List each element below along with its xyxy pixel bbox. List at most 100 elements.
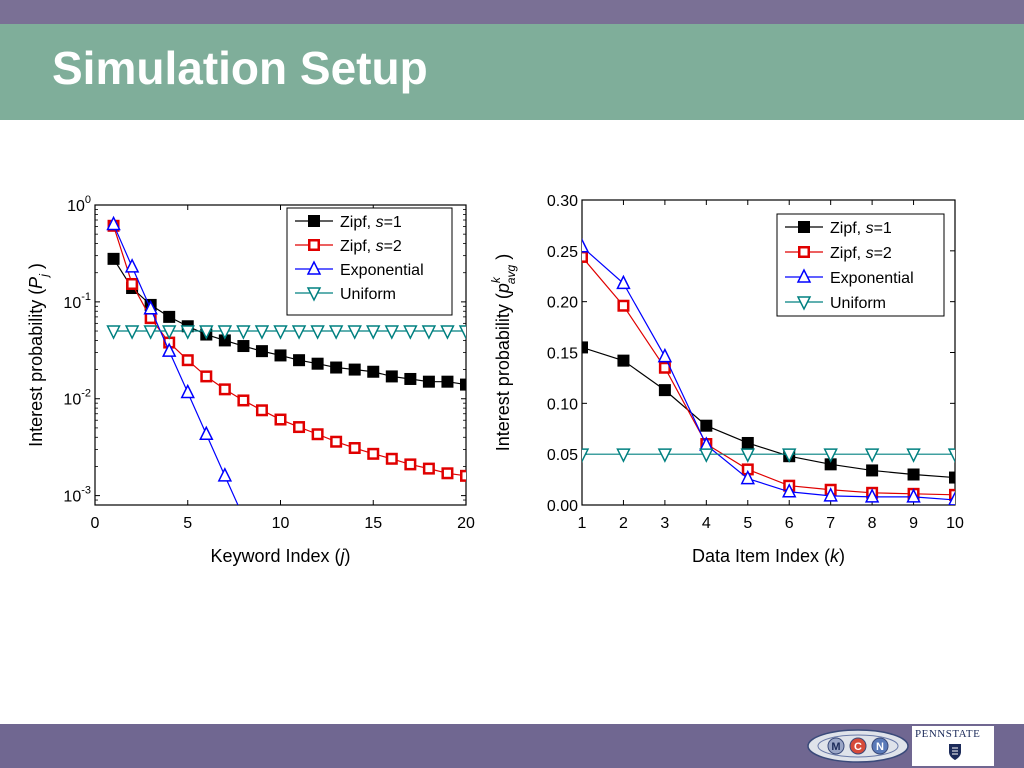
y-tick-label: 10-1	[63, 291, 91, 312]
y-label-subscript: j	[37, 274, 51, 279]
legend-text: Exponential	[830, 270, 914, 287]
y-label-text: Interest probability (	[26, 289, 46, 447]
legend-text: Zipf,	[340, 214, 376, 231]
legend-text-italic: s	[376, 214, 384, 231]
x-label-text: )	[839, 546, 845, 566]
data-point	[385, 452, 398, 465]
data-point	[421, 325, 437, 340]
legend-text: Exponential	[340, 262, 424, 279]
series-line	[582, 346, 955, 479]
data-point	[254, 325, 270, 340]
mcn-logo: M C N	[807, 729, 909, 763]
data-point	[460, 378, 466, 391]
data-point	[218, 383, 231, 396]
mcn-letter-n: N	[876, 741, 884, 753]
data-point	[143, 300, 158, 315]
data-point	[163, 310, 176, 323]
data-point	[385, 370, 398, 383]
y-tick-label: 0.00	[547, 498, 578, 515]
top-bar	[0, 0, 1024, 24]
data-point	[404, 372, 417, 385]
y-label-var: P	[26, 277, 46, 289]
data-point	[180, 325, 195, 340]
data-point	[906, 448, 921, 463]
x-tick-label: 5	[183, 515, 192, 532]
data-point	[348, 363, 361, 376]
data-point	[293, 354, 306, 367]
legend-text-italic: s	[376, 238, 384, 255]
y-tick-label: 0.05	[547, 447, 578, 464]
data-point	[310, 325, 325, 340]
data-point	[740, 448, 755, 463]
y-tick-label: 0.15	[547, 346, 578, 363]
data-point	[582, 250, 588, 263]
mcn-letter-c: C	[854, 741, 862, 753]
data-point	[823, 448, 838, 463]
y-tick-exponent: -1	[81, 291, 91, 303]
plot-area	[582, 238, 955, 505]
data-point	[217, 467, 233, 482]
data-point	[582, 341, 588, 354]
data-point	[657, 448, 673, 463]
pennstate-shield-icon	[949, 744, 961, 760]
legend-label: Zipf, s=2	[340, 238, 402, 255]
legend-text: Zipf,	[340, 238, 376, 255]
pennstate-wordmark: PENNSTATE	[915, 728, 981, 740]
data-point	[741, 436, 754, 449]
y-tick-label: 0.10	[547, 396, 578, 413]
legend-text: Zipf,	[830, 245, 866, 262]
y-tick-label: 0.25	[547, 244, 578, 261]
x-tick-label: 10	[272, 515, 290, 532]
legend-text-italic: s	[866, 245, 874, 262]
data-point	[823, 487, 838, 502]
data-point	[237, 394, 250, 407]
y-tick-exponent: -3	[81, 485, 91, 497]
y-tick-base: 10	[63, 295, 81, 312]
data-point	[274, 413, 287, 426]
data-point	[617, 354, 630, 367]
data-point	[384, 325, 400, 340]
data-point	[236, 325, 251, 340]
data-point	[347, 325, 362, 340]
legend-label: Exponential	[340, 262, 424, 279]
y-label-text: )	[493, 254, 513, 265]
x-label-var: j	[338, 546, 346, 566]
data-point	[311, 357, 324, 370]
y-label-superscript: k	[489, 276, 503, 283]
x-axis-label: Keyword Index (j)	[210, 546, 350, 566]
data-point	[273, 325, 288, 340]
x-tick-label: 1	[578, 515, 587, 532]
data-point	[441, 375, 454, 388]
data-point	[404, 458, 417, 471]
data-point	[864, 488, 880, 503]
data-point	[949, 471, 955, 484]
x-tick-label: 8	[868, 515, 877, 532]
series-line	[582, 256, 955, 496]
x-axis-label: Data Item Index (k)	[692, 546, 845, 566]
pennstate-logo: PENNSTATE	[912, 726, 994, 766]
data-point	[348, 442, 361, 455]
legend-text-italic: s	[866, 220, 874, 237]
x-label-text: )	[345, 546, 351, 566]
data-point	[367, 447, 380, 460]
data-point	[293, 421, 306, 434]
data-point	[124, 258, 140, 273]
data-point	[106, 325, 121, 340]
legend-marker	[308, 215, 320, 227]
series-3	[582, 448, 955, 463]
series-2	[582, 238, 955, 505]
data-point	[328, 325, 344, 340]
legend-text: Uniform	[340, 286, 396, 303]
data-point	[274, 349, 287, 362]
data-point	[782, 448, 797, 463]
series-line	[582, 246, 955, 501]
data-point	[440, 325, 455, 340]
data-point	[161, 342, 177, 357]
data-point	[441, 467, 454, 480]
legend-text: =2	[384, 238, 402, 255]
data-point	[616, 274, 631, 290]
y-tick-label: 10-2	[63, 388, 91, 409]
legend-marker	[798, 221, 810, 233]
y-tick-label: 0.30	[547, 193, 578, 210]
